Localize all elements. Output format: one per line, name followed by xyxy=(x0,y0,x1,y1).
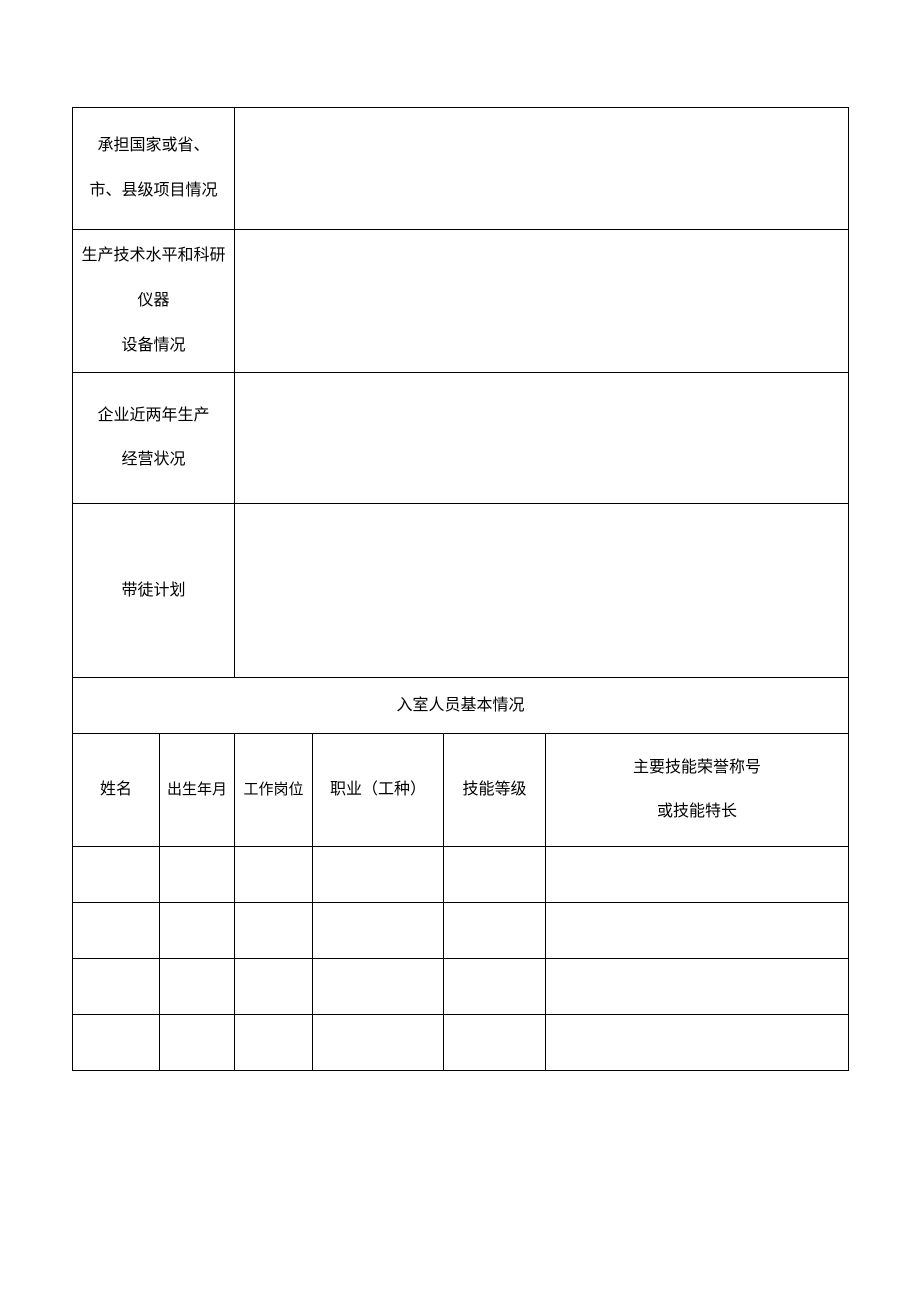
row-national-projects: 承担国家或省、 市、县级项目情况 xyxy=(73,108,849,230)
cell-name xyxy=(73,903,160,959)
row-business-status: 企业近两年生产 经营状况 xyxy=(73,373,849,504)
cell-honor xyxy=(546,847,849,903)
label-apprentice-plan: 带徒计划 xyxy=(73,504,235,678)
value-national-projects xyxy=(235,108,849,230)
label-national-projects: 承担国家或省、 市、县级项目情况 xyxy=(73,108,235,230)
section-title: 入室人员基本情况 xyxy=(73,678,849,734)
label-line: 设备情况 xyxy=(122,337,186,354)
cell-skill xyxy=(444,903,546,959)
cell-occupation xyxy=(313,847,444,903)
label-line: 企业近两年生产 xyxy=(98,407,210,424)
row-section-title: 入室人员基本情况 xyxy=(73,678,849,734)
header-line: 主要技能荣誉称号 xyxy=(633,759,761,776)
header-name: 姓名 xyxy=(73,734,160,847)
cell-birth xyxy=(160,903,235,959)
cell-position xyxy=(235,1015,313,1071)
cell-skill xyxy=(444,1015,546,1071)
row-tech-equipment: 生产技术水平和科研仪器 设备情况 xyxy=(73,230,849,373)
form-table: 承担国家或省、 市、县级项目情况 生产技术水平和科研仪器 设备情况 企业近两年生… xyxy=(72,107,849,1071)
form-table-container: 承担国家或省、 市、县级项目情况 生产技术水平和科研仪器 设备情况 企业近两年生… xyxy=(72,107,848,1071)
cell-honor xyxy=(546,1015,849,1071)
label-line: 经营状况 xyxy=(122,451,186,468)
value-tech-equipment xyxy=(235,230,849,373)
cell-position xyxy=(235,903,313,959)
cell-birth xyxy=(160,847,235,903)
cell-honor xyxy=(546,903,849,959)
label-tech-equipment: 生产技术水平和科研仪器 设备情况 xyxy=(73,230,235,373)
cell-name xyxy=(73,847,160,903)
cell-skill xyxy=(444,959,546,1015)
value-business-status xyxy=(235,373,849,504)
cell-skill xyxy=(444,847,546,903)
cell-honor xyxy=(546,959,849,1015)
label-line: 市、县级项目情况 xyxy=(90,182,218,199)
header-honor: 主要技能荣誉称号 或技能特长 xyxy=(546,734,849,847)
table-row xyxy=(73,847,849,903)
label-line: 生产技术水平和科研仪器 xyxy=(82,247,226,309)
cell-birth xyxy=(160,1015,235,1071)
value-apprentice-plan xyxy=(235,504,849,678)
table-row xyxy=(73,1015,849,1071)
cell-occupation xyxy=(313,1015,444,1071)
header-line: 或技能特长 xyxy=(657,803,737,820)
cell-occupation xyxy=(313,959,444,1015)
table-row xyxy=(73,959,849,1015)
label-business-status: 企业近两年生产 经营状况 xyxy=(73,373,235,504)
cell-name xyxy=(73,1015,160,1071)
table-row xyxy=(73,903,849,959)
header-skill: 技能等级 xyxy=(444,734,546,847)
header-occupation: 职业（工种） xyxy=(313,734,444,847)
cell-name xyxy=(73,959,160,1015)
label-line: 承担国家或省、 xyxy=(98,137,210,154)
header-birth: 出生年月 xyxy=(160,734,235,847)
cell-position xyxy=(235,959,313,1015)
row-column-headers: 姓名 出生年月 工作岗位 职业（工种） 技能等级 主要技能荣誉称号 或技能特长 xyxy=(73,734,849,847)
row-apprentice-plan: 带徒计划 xyxy=(73,504,849,678)
cell-birth xyxy=(160,959,235,1015)
cell-occupation xyxy=(313,903,444,959)
cell-position xyxy=(235,847,313,903)
header-position: 工作岗位 xyxy=(235,734,313,847)
